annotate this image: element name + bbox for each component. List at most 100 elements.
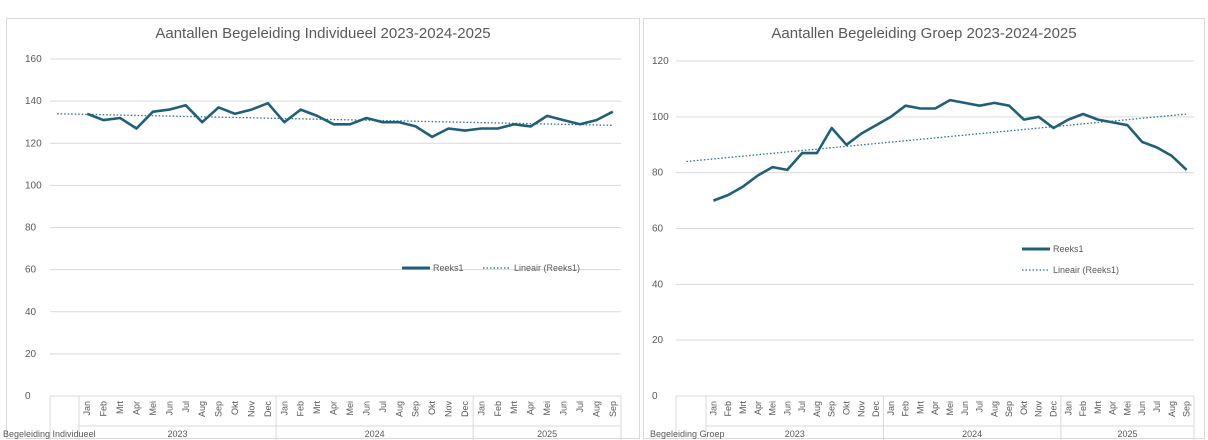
x-month-label: Feb bbox=[99, 401, 109, 417]
x-year-label: 2024 bbox=[365, 429, 385, 439]
y-tick-label: 80 bbox=[652, 168, 664, 179]
x-month-label: Jul bbox=[575, 401, 585, 413]
x-year-label: 2023 bbox=[168, 429, 188, 439]
x-month-label: Mrt bbox=[509, 401, 519, 414]
chart-title: Aantallen Begeleiding Individueel 2023-2… bbox=[155, 25, 491, 42]
x-month-label: Okt bbox=[1019, 401, 1029, 416]
x-year-label: 2025 bbox=[1117, 429, 1137, 439]
x-month-label: Apr bbox=[526, 401, 536, 415]
x-month-label: Dec bbox=[871, 401, 881, 418]
x-month-label: Nov bbox=[246, 401, 256, 418]
trendline bbox=[57, 113, 613, 126]
x-month-label: Jan bbox=[279, 401, 289, 416]
x-month-label: Mei bbox=[148, 401, 158, 416]
x-month-label: Mrt bbox=[1093, 401, 1103, 414]
x-month-label: Jul bbox=[975, 401, 985, 413]
x-month-label: Apr bbox=[1108, 401, 1118, 415]
series-line bbox=[712, 98, 1188, 202]
chart-groep: Aantallen Begeleiding Groep 2023-2024-20… bbox=[643, 18, 1205, 440]
x-month-label: Mei bbox=[945, 401, 955, 416]
x-month-label: Apr bbox=[329, 401, 339, 415]
x-month-label: Sep bbox=[411, 401, 421, 417]
x-month-label: Nov bbox=[1034, 401, 1044, 418]
y-tick-label: 120 bbox=[652, 56, 669, 67]
x-month-label: Feb bbox=[493, 401, 503, 417]
series-line bbox=[86, 101, 614, 139]
x-category-label: Begeleiding Groep bbox=[650, 429, 725, 439]
x-month-label: Aug bbox=[197, 401, 207, 417]
y-tick-label: 20 bbox=[25, 349, 37, 360]
y-tick-label: 100 bbox=[652, 112, 669, 123]
x-month-label: Jan bbox=[1063, 401, 1073, 416]
x-month-label: Nov bbox=[856, 401, 866, 418]
x-month-label: Aug bbox=[394, 401, 404, 417]
x-month-label: Mei bbox=[1122, 401, 1132, 416]
legend-trend-label: Lineair (Reeks1) bbox=[1053, 265, 1119, 275]
x-year-label: 2024 bbox=[962, 429, 982, 439]
y-tick-label: 0 bbox=[652, 391, 658, 402]
y-tick-label: 100 bbox=[25, 180, 42, 191]
y-tick-label: 140 bbox=[25, 96, 42, 107]
chart-plot-individueel: 0 20 40 60 80 100 120 140 160 2023 2024 2025 Begelei… bbox=[3, 54, 622, 440]
y-tick-label: 40 bbox=[652, 279, 664, 290]
x-month-label: Jun bbox=[164, 401, 174, 416]
x-month-label: Aug bbox=[989, 401, 999, 417]
x-month-label: Mei bbox=[345, 401, 355, 416]
x-month-label: Sep bbox=[1004, 401, 1014, 417]
x-month-label: Jan bbox=[82, 401, 92, 416]
x-month-label: Sep bbox=[608, 401, 618, 417]
x-month-label: Feb bbox=[1078, 401, 1088, 417]
x-year-label: 2025 bbox=[537, 429, 557, 439]
x-month-label: Dec bbox=[263, 401, 273, 418]
y-tick-label: 40 bbox=[25, 307, 37, 318]
x-month-label: Feb bbox=[723, 401, 733, 417]
x-month-label: Okt bbox=[230, 401, 240, 416]
x-category-label: Begeleiding Individueel bbox=[3, 429, 96, 439]
x-month-label: Jun bbox=[960, 401, 970, 416]
x-month-label: Nov bbox=[444, 401, 454, 418]
x-month-label: Aug bbox=[591, 401, 601, 417]
chart-individueel: Aantallen Begeleiding Individueel 2023-2… bbox=[3, 18, 640, 440]
legend-series-label: Reeks1 bbox=[1053, 244, 1084, 254]
x-month-label: Mei bbox=[542, 401, 552, 416]
legend-series-label: Reeks1 bbox=[433, 263, 464, 273]
x-month-label: Mrt bbox=[115, 401, 125, 414]
x-month-label: Jul bbox=[181, 401, 191, 413]
x-month-label: Feb bbox=[296, 401, 306, 417]
x-month-label: Jun bbox=[361, 401, 371, 416]
y-tick-label: 60 bbox=[25, 265, 37, 276]
y-tick-label: 160 bbox=[25, 54, 42, 65]
x-month-label: Jan bbox=[708, 401, 718, 416]
x-month-label: Mei bbox=[768, 401, 778, 416]
legend-trend-label: Lineair (Reeks1) bbox=[514, 263, 580, 273]
x-month-label: Aug bbox=[812, 401, 822, 417]
y-tick-label: 80 bbox=[25, 223, 37, 234]
chart-plot-groep: 0 20 40 60 80 100 120 2023 2024 2025 Begeleiding G… bbox=[650, 56, 1195, 440]
y-tick-label: 0 bbox=[25, 391, 31, 402]
y-tick-label: 120 bbox=[25, 138, 42, 149]
x-month-label: Aug bbox=[1167, 401, 1177, 417]
x-month-label: Okt bbox=[841, 401, 851, 416]
y-tick-label: 60 bbox=[652, 224, 664, 235]
x-month-label: Jun bbox=[1137, 401, 1147, 416]
x-month-label: Mrt bbox=[915, 401, 925, 414]
x-month-label: Jan bbox=[476, 401, 486, 416]
y-tick-label: 20 bbox=[652, 335, 664, 346]
x-month-label: Apr bbox=[131, 401, 141, 415]
x-month-label: Feb bbox=[901, 401, 911, 417]
x-month-label: Mrt bbox=[312, 401, 322, 414]
chart-title: Aantallen Begeleiding Groep 2023-2024-20… bbox=[771, 25, 1077, 42]
x-year-label: 2023 bbox=[785, 429, 805, 439]
x-month-label: Apr bbox=[930, 401, 940, 415]
x-month-label: Sep bbox=[827, 401, 837, 417]
x-month-label: Jul bbox=[797, 401, 807, 413]
x-month-label: Jul bbox=[378, 401, 388, 413]
x-month-label: Dec bbox=[1049, 401, 1059, 418]
x-month-label: Apr bbox=[753, 401, 763, 415]
x-month-label: Sep bbox=[1182, 401, 1192, 417]
x-month-label: Sep bbox=[214, 401, 224, 417]
x-month-label: Jun bbox=[782, 401, 792, 416]
x-month-label: Mrt bbox=[738, 401, 748, 414]
x-month-label: Jan bbox=[886, 401, 896, 416]
x-month-label: Jul bbox=[1152, 401, 1162, 413]
